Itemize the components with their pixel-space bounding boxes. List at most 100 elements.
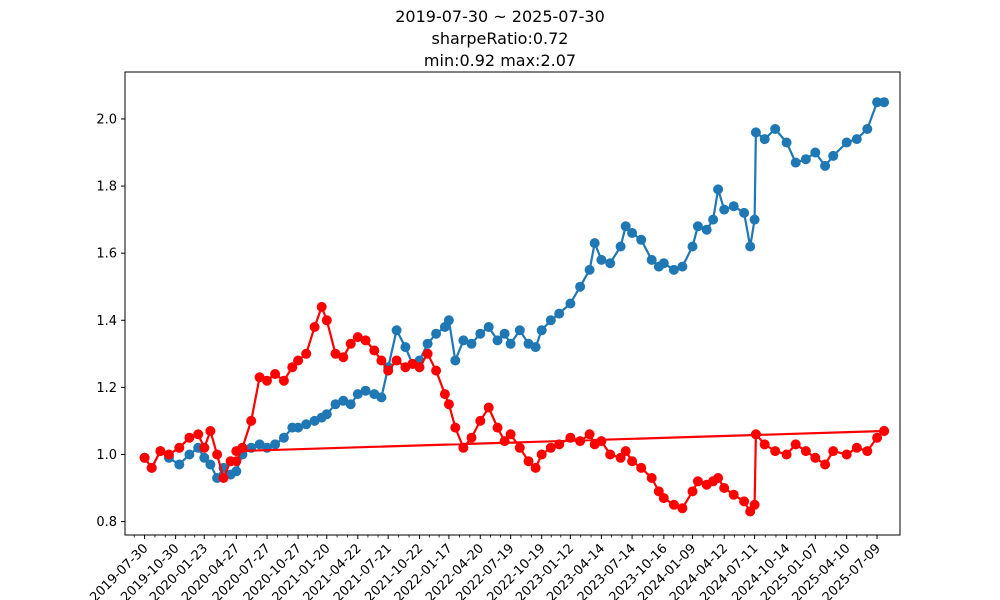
series-0-point-92 bbox=[872, 97, 883, 108]
series-0-point-64 bbox=[636, 234, 647, 245]
series-0-point-43 bbox=[466, 338, 477, 349]
series-0-point-62 bbox=[620, 221, 631, 232]
series-1-point-45 bbox=[483, 402, 494, 413]
series-1-point-41 bbox=[450, 422, 461, 433]
series-1-point-47 bbox=[499, 436, 510, 447]
series-0-point-60 bbox=[605, 258, 616, 269]
series-0-point-88 bbox=[828, 150, 839, 161]
series-1-point-37 bbox=[422, 348, 433, 359]
series-1-point-55 bbox=[565, 432, 576, 443]
series-1-point-56 bbox=[575, 436, 586, 447]
series-0-point-93 bbox=[879, 97, 890, 108]
x-axis: 2019-07-302019-10-302020-01-232020-04-27… bbox=[87, 535, 884, 600]
series-1-point-57 bbox=[584, 429, 595, 440]
series-1-point-36 bbox=[414, 362, 425, 373]
series-1-point-19 bbox=[287, 362, 298, 373]
series-1-point-82 bbox=[770, 446, 781, 457]
series-1-point-80 bbox=[750, 429, 761, 440]
series-1-point-94 bbox=[231, 446, 242, 457]
series-1-point-60 bbox=[605, 449, 616, 460]
plot-frame bbox=[124, 71, 901, 536]
series-1-point-87 bbox=[820, 459, 831, 470]
series-1-point-2 bbox=[155, 446, 166, 457]
series-1-point-12 bbox=[231, 456, 242, 467]
series-1-point-50 bbox=[523, 456, 534, 467]
series-0-point-38 bbox=[431, 328, 442, 339]
series-0-point-24 bbox=[321, 409, 332, 420]
series-1-point-71 bbox=[692, 476, 703, 487]
series-0-point-53 bbox=[545, 315, 556, 326]
series-1-point-14 bbox=[246, 415, 257, 426]
series-1-point-89 bbox=[841, 449, 852, 460]
series-1-point-4 bbox=[174, 442, 185, 453]
series-1-point-63 bbox=[627, 456, 638, 467]
series-0-point-82 bbox=[770, 124, 781, 134]
series-0-point-74 bbox=[713, 184, 724, 195]
series-0-point-49 bbox=[514, 325, 525, 336]
series-0-point-5 bbox=[184, 449, 195, 460]
series-1-point-16 bbox=[262, 375, 272, 386]
series-1-point-64 bbox=[636, 462, 647, 473]
series-1-point-38 bbox=[431, 365, 442, 376]
series-0 bbox=[139, 97, 890, 483]
series-1-point-24 bbox=[321, 315, 332, 326]
series-0-point-4 bbox=[174, 459, 185, 470]
series-1-point-18 bbox=[278, 375, 289, 386]
series-0-point-41 bbox=[450, 355, 461, 366]
series-0-point-33 bbox=[391, 325, 402, 336]
series-0-point-77 bbox=[739, 207, 750, 218]
series-1-point-68 bbox=[668, 499, 679, 510]
series-0-point-68 bbox=[668, 264, 679, 275]
series-0-point-25 bbox=[330, 399, 341, 410]
y-tick-label-6: 2.0 bbox=[96, 112, 117, 127]
series-1-point-53 bbox=[545, 442, 556, 453]
series-0-point-31 bbox=[376, 392, 387, 403]
series-0-point-89 bbox=[841, 137, 852, 148]
series-0-point-28 bbox=[352, 389, 363, 400]
series-0-point-69 bbox=[677, 261, 688, 272]
series-0-point-34 bbox=[400, 342, 411, 353]
series-1-point-32 bbox=[383, 365, 394, 376]
series-1-point-62 bbox=[620, 446, 631, 457]
series-1-point-8 bbox=[205, 426, 216, 436]
series-1-point-9 bbox=[212, 449, 223, 460]
series-1-point-39 bbox=[439, 389, 450, 400]
series-0-point-12 bbox=[231, 466, 242, 477]
y-tick-label-4: 1.6 bbox=[96, 247, 117, 262]
series-1-point-76 bbox=[728, 489, 739, 500]
series-0-point-44 bbox=[475, 328, 486, 339]
series-1-point-65 bbox=[646, 473, 657, 483]
series-0-point-54 bbox=[554, 308, 565, 319]
chart-title: 2019-07-30 ~ 2025-07-30 bbox=[395, 7, 605, 26]
series-1-point-27 bbox=[345, 338, 356, 349]
series-1-point-91 bbox=[862, 446, 873, 457]
series-0-point-86 bbox=[810, 147, 821, 158]
series-1-point-46 bbox=[492, 422, 503, 433]
series-1-point-17 bbox=[270, 369, 281, 379]
series-1-point-85 bbox=[800, 446, 811, 457]
series-1-point-6 bbox=[193, 429, 204, 440]
series-0-point-40 bbox=[443, 315, 454, 326]
series-1-point-83 bbox=[781, 449, 792, 460]
series-1-point-42 bbox=[458, 442, 469, 453]
series-0-point-65 bbox=[646, 254, 657, 265]
series-0-point-61 bbox=[615, 241, 626, 252]
series-0-point-81 bbox=[759, 134, 770, 145]
series-1-point-1 bbox=[146, 462, 157, 473]
series-0-point-76 bbox=[728, 201, 739, 212]
series-0-point-91 bbox=[862, 124, 873, 134]
y-tick-label-3: 1.4 bbox=[96, 314, 117, 329]
series-1-point-88 bbox=[828, 446, 839, 457]
series-0-point-48 bbox=[505, 338, 516, 349]
series-1-point-54 bbox=[554, 439, 565, 450]
series-1-point-86 bbox=[810, 452, 821, 463]
series-1-point-22 bbox=[309, 322, 320, 332]
series-1-point-44 bbox=[475, 415, 486, 426]
series-0-point-18 bbox=[278, 432, 289, 443]
series-1-point-10 bbox=[218, 473, 229, 483]
series-0-point-42 bbox=[458, 335, 469, 346]
y-axis: 0.8 1.0 1.2 1.4 1.6 1.8 2.0 bbox=[96, 112, 125, 530]
series-1-point-95 bbox=[879, 426, 890, 436]
series-1-point-31 bbox=[376, 355, 387, 366]
